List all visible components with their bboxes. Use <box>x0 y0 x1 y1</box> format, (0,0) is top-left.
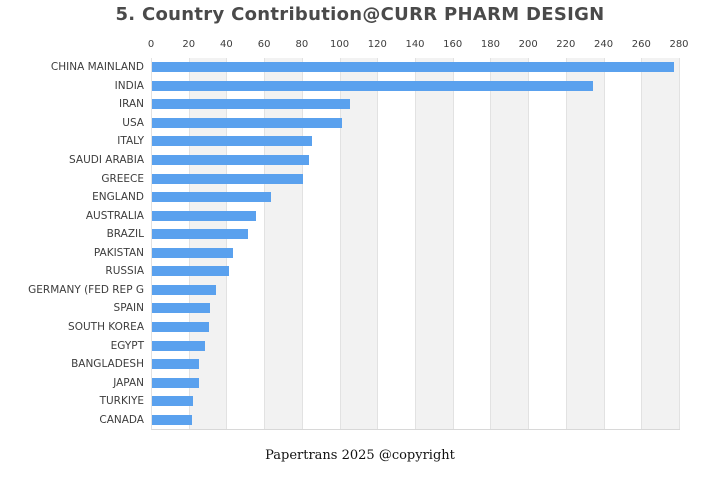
bar-england <box>152 192 271 203</box>
x-tick-label: 160 <box>443 39 463 50</box>
footer-copyright: Papertrans 2025 @copyright <box>265 448 455 463</box>
bar-australia <box>152 210 256 221</box>
plot-area <box>151 58 680 430</box>
y-axis-label-germany-fed-rep-g: GERMANY (FED REP G <box>28 283 144 296</box>
x-tick-label: 20 <box>182 39 196 50</box>
y-axis-label-brazil: BRAZIL <box>106 228 144 241</box>
y-axis-label-usa: USA <box>122 116 144 129</box>
bar-japan <box>152 377 200 388</box>
y-axis-label-pakistan: PAKISTAN <box>93 246 144 259</box>
y-axis-label-spain: SPAIN <box>113 302 144 315</box>
grid-stripe <box>340 58 379 429</box>
y-axis-label-india: INDIA <box>114 79 144 92</box>
x-tick-label: 260 <box>631 39 651 50</box>
y-axis-label-turkiye: TURKIYE <box>99 395 144 408</box>
y-axis: CHINA MAINLAND INDIA IRAN USA ITALY SAUDI ARA… <box>0 58 147 430</box>
x-tick-label: 120 <box>367 39 387 50</box>
grid-stripe <box>529 58 567 429</box>
y-axis-label-japan: JAPAN <box>113 376 144 389</box>
x-tick-label: 100 <box>330 39 350 50</box>
y-axis-label-australia: AUSTRALIA <box>85 209 144 222</box>
y-axis-label-russia: RUSSIA <box>105 265 144 278</box>
x-tick-label: 240 <box>594 39 614 50</box>
bar-canada <box>152 414 192 425</box>
grid-stripe <box>604 58 643 429</box>
y-axis-label-england: ENGLAND <box>92 191 144 204</box>
chart-title: 5. Country Contribution@CURR PHARM DESIG… <box>115 4 605 25</box>
grid-stripe <box>152 58 190 429</box>
y-axis-label-china-mainland: CHINA MAINLAND <box>50 61 144 74</box>
bar-turkiye <box>152 396 194 407</box>
y-axis-label-egypt: EGYPT <box>110 339 144 352</box>
bar-south-korea <box>152 321 209 332</box>
grid-stripe <box>642 58 680 429</box>
x-tick-label: 200 <box>518 39 538 50</box>
grid-stripe <box>189 58 228 429</box>
grid-stripe <box>302 58 341 429</box>
bar-saudi-arabia <box>152 155 309 166</box>
grid-stripe <box>227 58 266 429</box>
grid-stripe <box>566 58 605 429</box>
bar-usa <box>152 117 343 128</box>
x-tick-label: 140 <box>405 39 425 50</box>
bar-iran <box>152 99 350 110</box>
bar-germany-fed-rep-g <box>152 284 217 295</box>
y-axis-label-greece: GREECE <box>101 172 144 185</box>
x-tick-label: 180 <box>480 39 500 50</box>
grid-stripe <box>453 58 492 429</box>
grid-stripe <box>491 58 530 429</box>
grid-stripe <box>265 58 303 429</box>
grid-stripe <box>378 58 416 429</box>
x-tick-label: 60 <box>257 39 271 50</box>
bar-bangladesh <box>152 359 200 370</box>
x-tick-label: 80 <box>295 39 309 50</box>
y-axis-label-canada: CANADA <box>99 413 144 426</box>
bar-india <box>152 80 594 91</box>
bar-egypt <box>152 340 205 351</box>
x-axis: 0 20 40 60 80 100 120 140 160 180 200 220 240 260 280 <box>147 39 689 53</box>
y-axis-label-iran: IRAN <box>118 98 144 111</box>
y-axis-label-bangladesh: BANGLADESH <box>71 358 144 371</box>
grid-stripe <box>416 58 454 429</box>
bar-russia <box>152 266 230 277</box>
x-tick-label: 40 <box>220 39 233 50</box>
bar-china-mainland <box>152 62 675 73</box>
x-tick-label: 220 <box>556 39 576 50</box>
y-axis-label-saudi-arabia: SAUDI ARABIA <box>69 154 144 167</box>
bar-brazil <box>152 229 249 240</box>
bar-greece <box>152 173 303 184</box>
x-tick-label: 280 <box>669 39 689 50</box>
y-axis-label-south-korea: SOUTH KOREA <box>68 320 144 333</box>
bar-italy <box>152 136 313 147</box>
y-axis-label-italy: ITALY <box>117 135 144 148</box>
bar-pakistan <box>152 247 234 258</box>
bar-spain <box>152 303 211 314</box>
x-tick-label: 0 <box>147 39 155 50</box>
